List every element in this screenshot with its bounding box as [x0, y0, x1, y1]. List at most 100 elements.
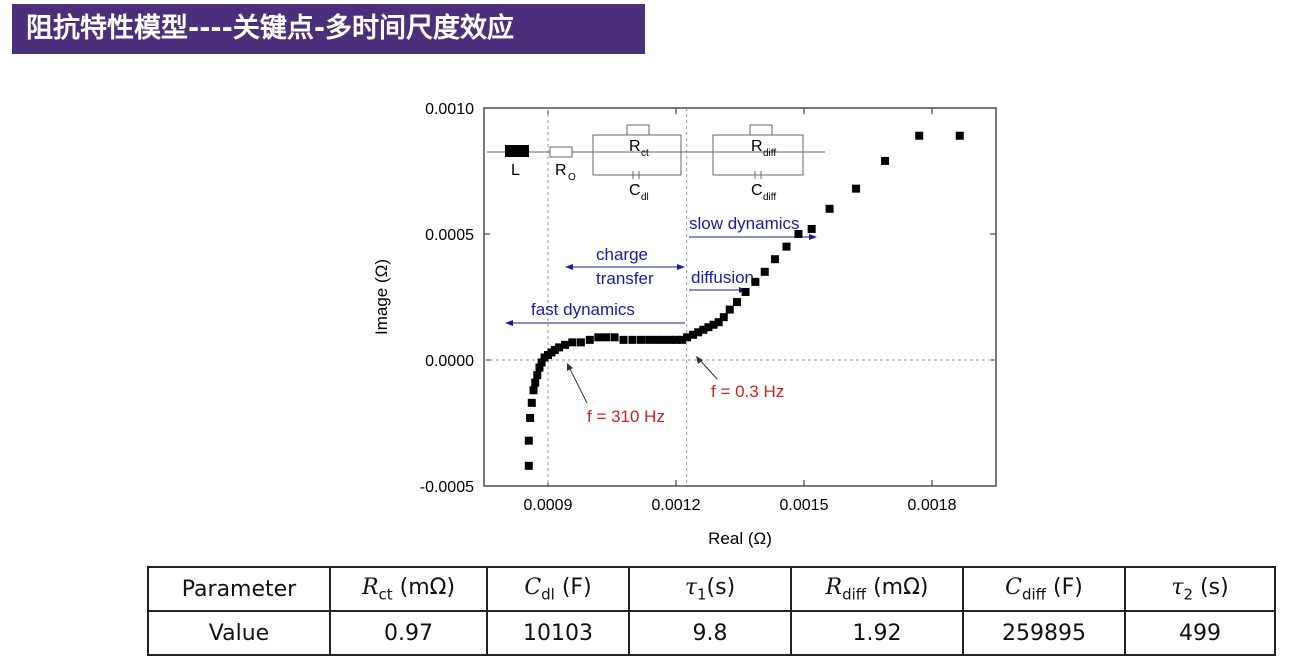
table-row: Parameter Rct (mΩ) Cdl (F) τ1(s) Rdiff (… — [147, 566, 1276, 612]
data-point — [526, 413, 535, 422]
table-cell: 10103 — [486, 610, 630, 656]
table-cell: Cdl (F) — [486, 566, 630, 612]
data-point — [725, 305, 734, 314]
data-point — [807, 224, 816, 233]
cdl-sub: dl — [541, 585, 555, 604]
table-cell: Parameter — [147, 566, 331, 612]
guide-lines — [484, 108, 996, 486]
annotation-f-310hz: f = 310 Hz — [587, 407, 665, 426]
annotation-diffusion: diffusion — [691, 268, 754, 287]
data-point — [524, 461, 533, 470]
label-Rdiff: R — [751, 138, 763, 155]
data-point — [527, 398, 536, 407]
resistor-rdiff-symbol — [749, 124, 773, 136]
table-cell: Rdiff (mΩ) — [790, 566, 964, 612]
data-point — [533, 371, 542, 380]
data-point — [852, 184, 861, 193]
x-tick-label: 0.0018 — [908, 497, 957, 514]
nyquist-chart: 0.0009 0.0012 0.0015 0.0018 -0.0005 0.0000 0.0… — [365, 95, 1005, 555]
data-point — [881, 156, 890, 165]
resistor-ro-symbol — [549, 146, 573, 158]
data-point — [660, 335, 669, 344]
tau2-symbol: τ — [1171, 574, 1184, 600]
data-point — [741, 287, 750, 296]
data-point — [672, 335, 681, 344]
cdl-unit: (F) — [554, 574, 592, 600]
table-cell: Cdiff (F) — [962, 566, 1126, 612]
plot-frame — [483, 107, 997, 487]
data-point — [683, 333, 692, 342]
label-Cdiff: C — [751, 182, 763, 199]
cdiff-symbol: C — [1005, 574, 1022, 600]
data-point — [531, 378, 540, 387]
data-point — [610, 333, 619, 342]
annotation-slow-dynamics: slow dynamics — [689, 214, 800, 233]
data-point — [568, 338, 577, 347]
data-point — [550, 345, 559, 354]
annotation-fast-dynamics: fast dynamics — [531, 300, 635, 319]
annotation-f-0-3hz: f = 0.3 Hz — [711, 382, 784, 401]
x-tick-label: 0.0015 — [780, 497, 829, 514]
resistor-rct-symbol — [626, 124, 650, 136]
data-point — [915, 131, 924, 140]
chart-svg: 0.0009 0.0012 0.0015 0.0018 -0.0005 0.0000 0.0… — [372, 101, 997, 548]
data-point — [794, 230, 803, 238]
y-tick-label: 0.0000 — [425, 353, 474, 370]
table-cell: Value — [147, 610, 331, 656]
data-point — [524, 436, 533, 445]
table-cell: τ2 (s) — [1124, 566, 1276, 612]
data-point — [594, 333, 603, 342]
data-point — [689, 330, 698, 339]
data-point — [704, 323, 713, 332]
rct-unit: (mΩ) — [392, 574, 456, 600]
data-point — [555, 343, 564, 352]
y-axis-label: Image (Ω) — [372, 259, 391, 335]
table-cell: 499 — [1124, 610, 1276, 656]
table-cell: 1.92 — [790, 610, 964, 656]
data-point — [770, 255, 779, 264]
tau2-sub: 2 — [1183, 585, 1194, 604]
annotation-charge: charge — [596, 245, 648, 264]
data-point — [694, 328, 703, 337]
tau1-sub: 1 — [696, 585, 707, 604]
label-Ro: R — [555, 162, 567, 179]
parameter-table: Parameter Rct (mΩ) Cdl (F) τ1(s) Rdiff (… — [147, 566, 1276, 656]
rdiff-sub: diff — [842, 585, 867, 604]
data-point — [637, 335, 646, 344]
tau1-symbol: τ — [684, 574, 697, 600]
label-L: L — [511, 162, 520, 179]
data-point — [699, 325, 708, 334]
data-point — [576, 338, 585, 347]
axis-ticks: 0.0009 0.0012 0.0015 0.0018 -0.0005 0.0000 0.0… — [420, 101, 996, 514]
equivalent-circuit: L R O R ct C dl R diff C diff — [487, 124, 825, 203]
label-Cdiff-sub: diff — [763, 192, 776, 203]
y-tick-label: -0.0005 — [420, 479, 474, 496]
table-cell: 9.8 — [628, 610, 792, 656]
row-label: Parameter — [181, 576, 297, 602]
label-Rct: R — [629, 138, 641, 155]
label-Cdl: C — [629, 182, 641, 199]
data-point — [602, 333, 611, 342]
inductor-symbol — [505, 145, 529, 157]
data-point — [645, 335, 654, 344]
cdl-symbol: C — [524, 574, 542, 600]
data-point — [760, 267, 769, 276]
table-cell: 0.97 — [329, 610, 488, 656]
data-point — [529, 386, 538, 395]
cdiff-unit: (F) — [1046, 574, 1083, 600]
x-axis-label: Real (Ω) — [708, 529, 772, 548]
rct-symbol: R — [361, 574, 379, 600]
data-point — [537, 358, 546, 367]
data-point — [652, 335, 661, 344]
data-point — [666, 335, 675, 344]
data-point — [585, 335, 594, 344]
data-point — [719, 313, 728, 322]
dynamics-annotations: slow dynamics charge transfer diffusion … — [505, 214, 817, 426]
data-point — [709, 320, 718, 329]
data-point — [825, 204, 834, 213]
data-point — [733, 298, 742, 307]
data-point — [535, 363, 544, 372]
data-points — [524, 131, 964, 470]
label-Cdl-sub: dl — [641, 192, 649, 203]
rdiff-unit: (mΩ) — [866, 574, 929, 600]
